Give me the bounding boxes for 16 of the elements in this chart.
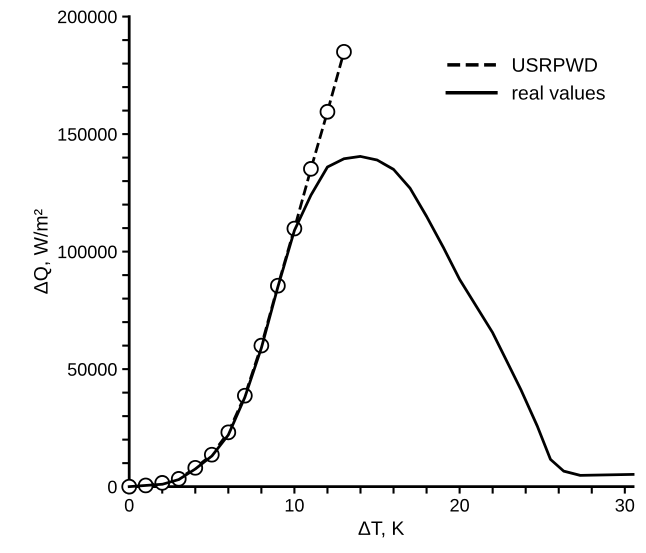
x-tick-label: 20	[450, 498, 469, 512]
legend-label: USRPWD	[512, 58, 597, 72]
y-tick-label: 0	[108, 480, 117, 494]
y-tick-label: 50000	[68, 363, 117, 376]
x-tick-label: 0	[124, 498, 134, 512]
y-tick-label: 200000	[58, 10, 117, 24]
point	[320, 104, 336, 120]
x-axis-title: ΔT, K	[358, 522, 404, 538]
y-tick-label: 150000	[58, 128, 117, 141]
y-axis-title: ΔQ, W/m²	[33, 209, 52, 294]
x-tick-label: 10	[286, 498, 304, 512]
legend-label: real values	[512, 85, 605, 100]
y-tick-label: 100000	[58, 246, 117, 258]
point	[336, 44, 352, 60]
point	[303, 161, 319, 177]
x-tick-label: 30	[615, 498, 634, 512]
